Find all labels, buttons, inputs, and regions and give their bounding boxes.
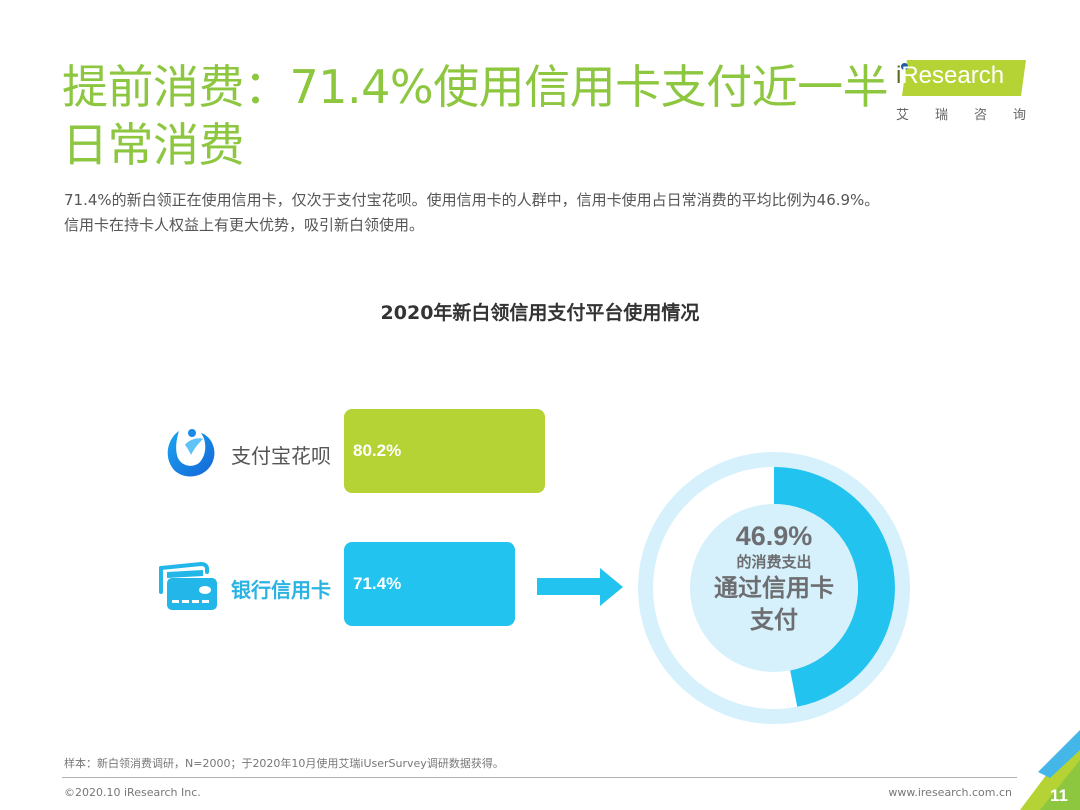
website-link[interactable]: www.iresearch.com.cn: [888, 786, 1012, 799]
logo-chinese: 艾 瑞 咨 询: [896, 108, 1026, 123]
page-subtitle: 71.4%的新白领正在使用信用卡，仅次于支付宝花呗。使用信用卡的人群中，信用卡使…: [64, 191, 880, 234]
credit-card-icon: [157, 561, 219, 612]
footer-divider: [62, 777, 1017, 778]
page-number: 11: [1050, 786, 1068, 805]
donut-center-text: 46.9% 的消费支出 通过信用卡 支付: [690, 520, 858, 636]
donut-chart: [638, 452, 910, 724]
donut-percent: 46.9%: [735, 521, 813, 551]
iresearch-logo: iResearch 艾 瑞 咨 询: [890, 56, 1030, 126]
corner-decoration: [1020, 720, 1080, 810]
row-label-huabei: 支付宝花呗: [231, 444, 331, 468]
source-note: 样本：新白领消费调研，N=2000；于2020年10月使用艾瑞iUserSurv…: [64, 757, 504, 770]
logo-wordmark: iResearch: [896, 62, 1005, 89]
page-title: 提前消费：71.4%使用信用卡支付近一半日常消费: [62, 60, 889, 172]
row-label-credit-card: 银行信用卡: [231, 578, 331, 602]
huabei-logo-icon: [165, 425, 217, 479]
logo-badge: [902, 60, 1026, 96]
chart-title: 2020年新白领信用支付平台使用情况: [380, 302, 700, 324]
logo-dot: [901, 63, 908, 70]
copyright: ©2020.10 iResearch Inc.: [64, 786, 201, 799]
bar-credit-card: 71.4%: [344, 542, 515, 626]
arrow-right-icon: [537, 568, 623, 612]
bar-huabei: 80.2%: [344, 409, 545, 493]
